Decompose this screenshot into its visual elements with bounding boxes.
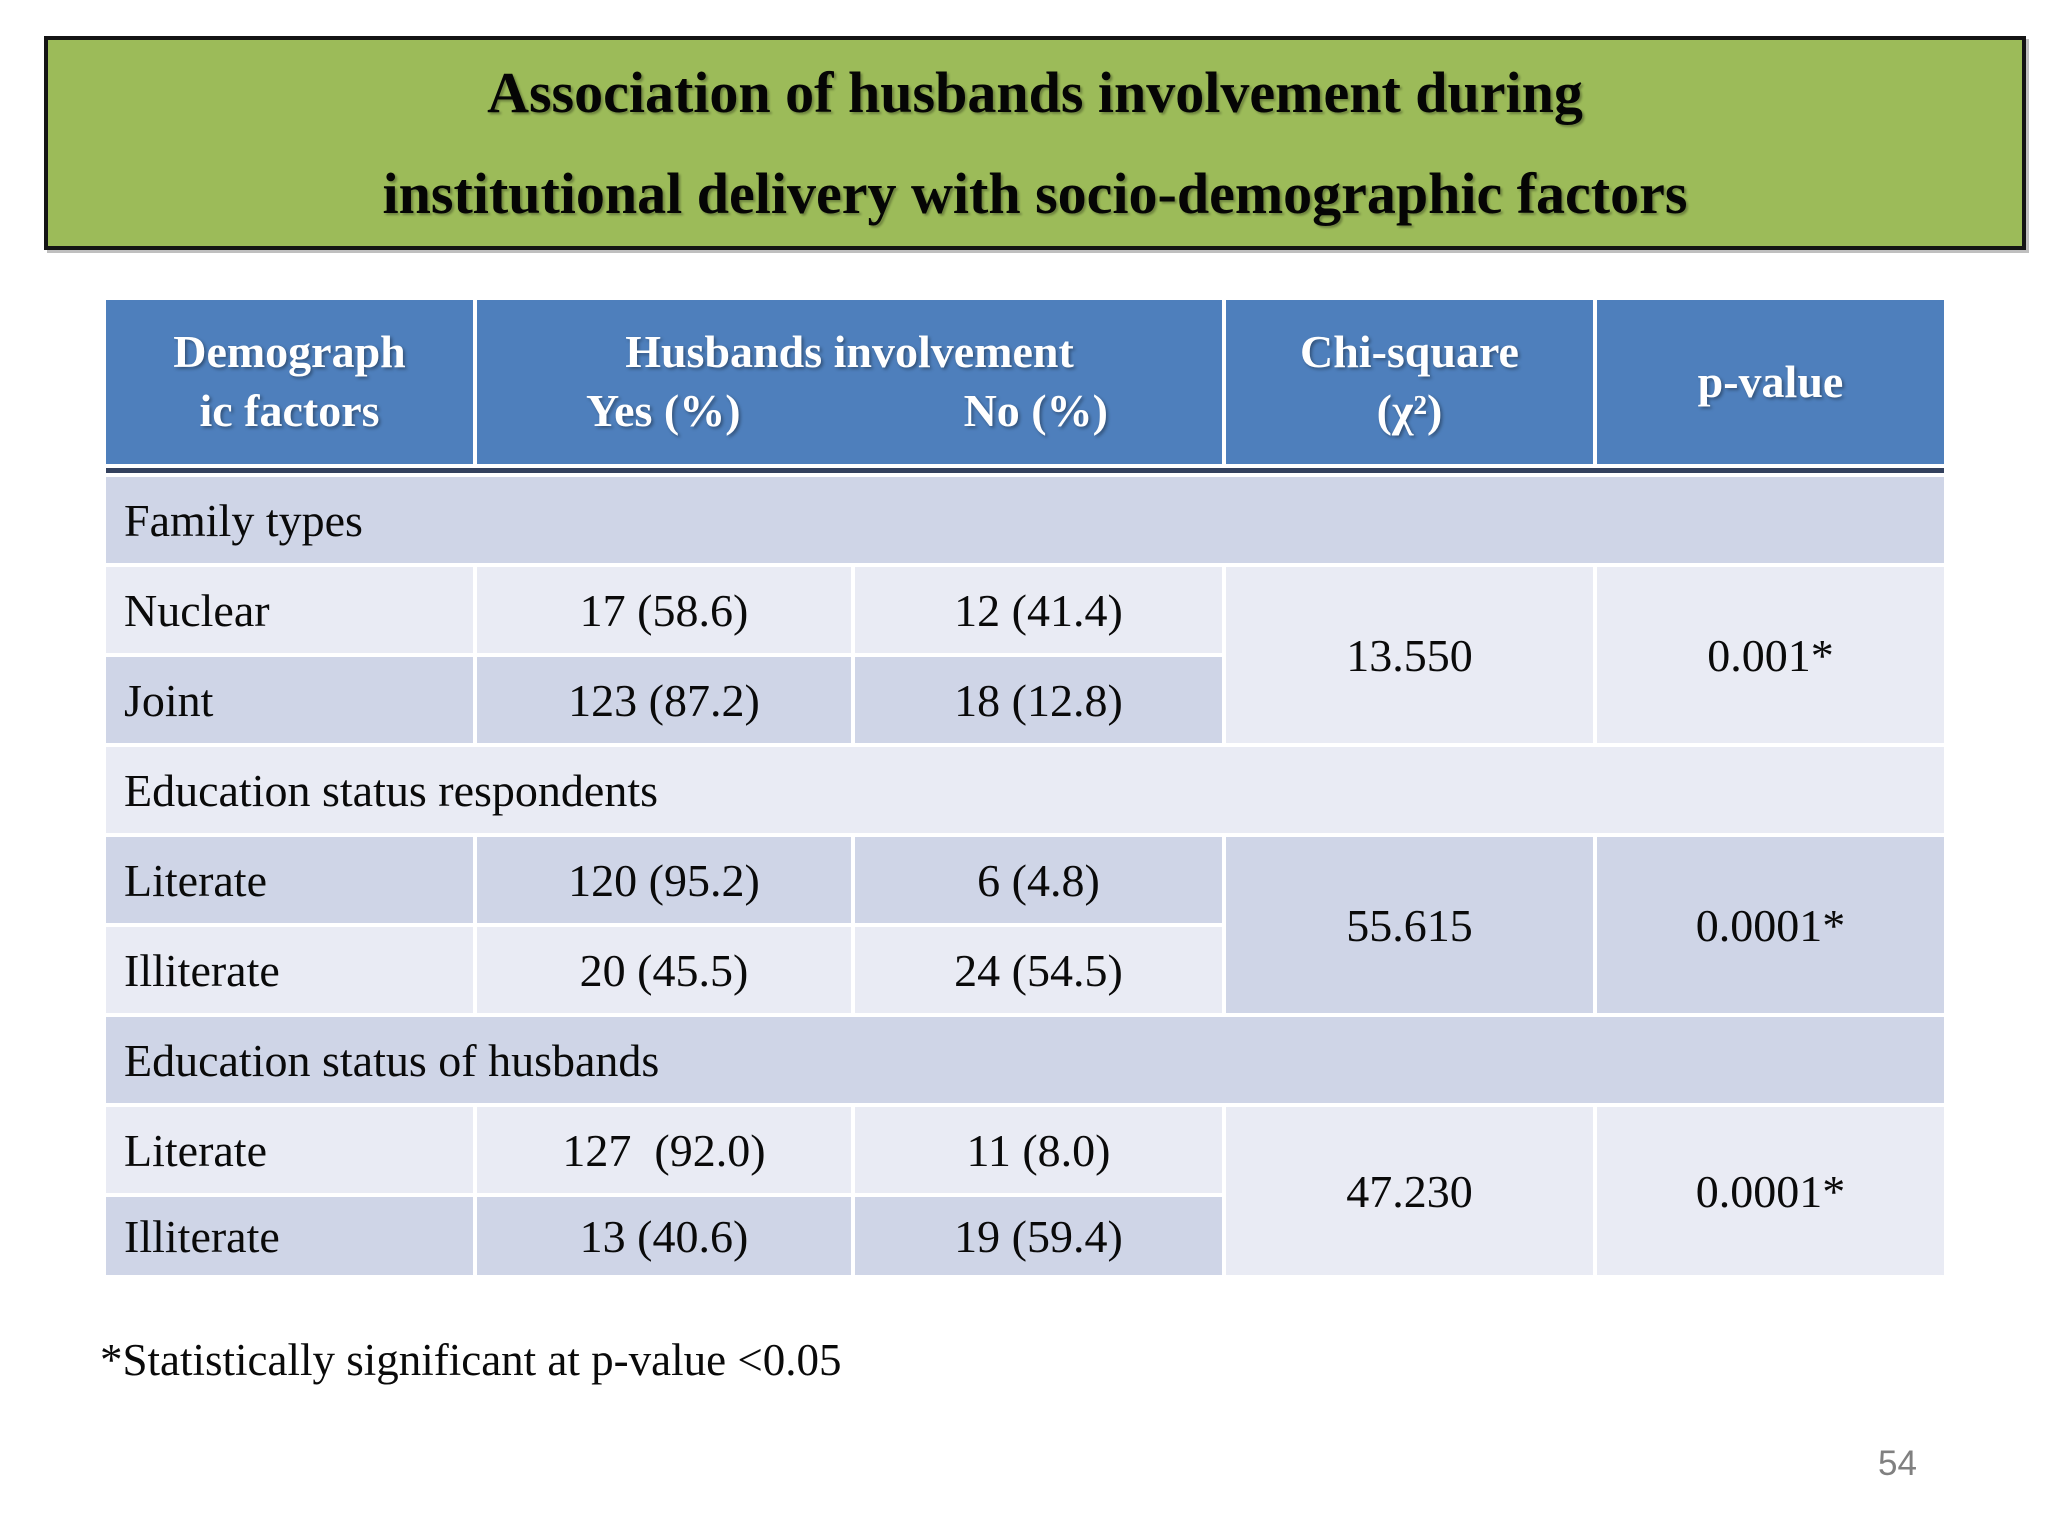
header-yes-no-row: Yes (%) No (%) [477, 382, 1222, 441]
chi-square-family-types: 13.550 [1226, 567, 1593, 743]
p-value-education-husbands: 0.0001* [1597, 1107, 1944, 1275]
row-illiterate-husb-label: Illiterate [106, 1197, 473, 1275]
header-husbands-involvement: Husbands involvement Yes (%) No (%) [477, 300, 1222, 464]
section-education-respondents: Education status respondents [106, 747, 1944, 833]
row-nuclear-label: Nuclear [106, 567, 473, 653]
row-joint-no: 18 (12.8) [855, 657, 1222, 743]
row-literate-husb-yes: 127 (92.0) [477, 1107, 851, 1193]
p-value-family-types: 0.001* [1597, 567, 1944, 743]
header-chi-line1: Chi-square [1300, 326, 1519, 378]
row-literate-resp-label: Literate [106, 837, 473, 923]
header-rule [106, 468, 1944, 473]
header-involvement-label: Husbands involvement [625, 326, 1074, 378]
row-illiterate-husb-no: 19 (59.4) [855, 1197, 1222, 1275]
header-yes: Yes (%) [585, 385, 741, 436]
row-joint-yes: 123 (87.2) [477, 657, 851, 743]
row-illiterate-resp-label: Illiterate [106, 927, 473, 1013]
row-illiterate-husb-yes: 13 (40.6) [477, 1197, 851, 1275]
section-family-types: Family types [106, 477, 1944, 563]
title-banner: Association of husbands involvement duri… [44, 36, 2026, 250]
row-literate-resp-no: 6 (4.8) [855, 837, 1222, 923]
chi-square-education-husbands: 47.230 [1226, 1107, 1593, 1275]
association-table: Demograph ic factors Husbands involvemen… [106, 300, 1944, 1275]
p-value-education-respondents: 0.0001* [1597, 837, 1944, 1013]
row-literate-husb-no: 11 (8.0) [855, 1107, 1222, 1193]
header-chi-square: Chi-square (χ²) [1226, 300, 1593, 464]
header-p-value: p-value [1597, 300, 1944, 464]
row-illiterate-resp-no: 24 (54.5) [855, 927, 1222, 1013]
significance-footnote: *Statistically significant at p-value <0… [100, 1335, 842, 1385]
row-nuclear-no: 12 (41.4) [855, 567, 1222, 653]
header-demographic-factors: Demograph ic factors [106, 300, 473, 464]
row-literate-husb-label: Literate [106, 1107, 473, 1193]
section-education-husbands: Education status of husbands [106, 1017, 1944, 1103]
header-demographic-line1: Demograph [173, 326, 406, 378]
header-demographic-line2: ic factors [199, 385, 380, 436]
row-illiterate-resp-yes: 20 (45.5) [477, 927, 851, 1013]
title-line-1: Association of husbands involvement duri… [487, 60, 1583, 125]
row-joint-label: Joint [106, 657, 473, 743]
row-literate-resp-yes: 120 (95.2) [477, 837, 851, 923]
chi-square-education-respondents: 55.615 [1226, 837, 1593, 1013]
row-nuclear-yes: 17 (58.6) [477, 567, 851, 653]
page-number: 54 [1878, 1444, 1917, 1483]
header-chi-line2: (χ²) [1376, 385, 1443, 436]
header-no: No (%) [963, 385, 1108, 436]
header-p-label: p-value [1697, 355, 1844, 407]
title-line-2: institutional delivery with socio-demogr… [382, 161, 1688, 226]
